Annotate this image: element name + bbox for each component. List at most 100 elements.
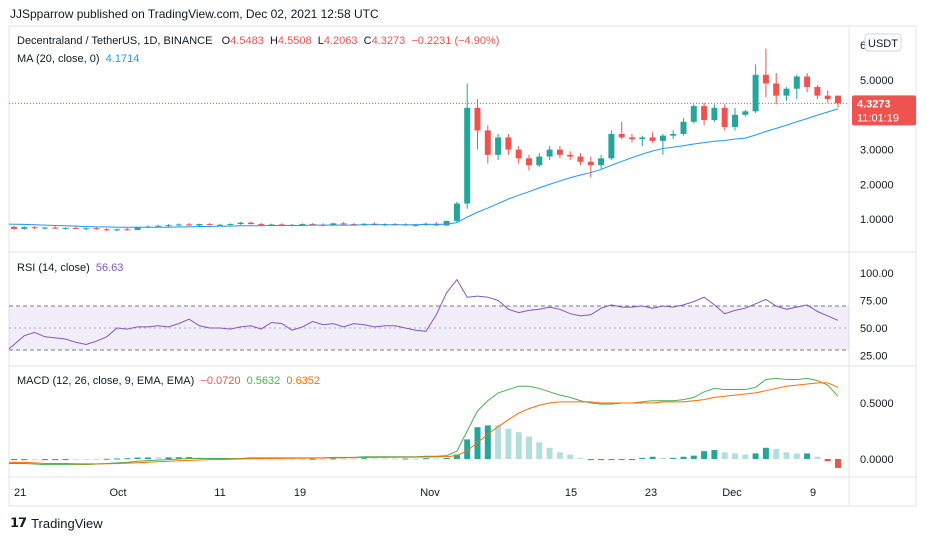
candle-body — [824, 95, 831, 100]
candle-body — [804, 76, 811, 87]
candle-body — [783, 88, 790, 96]
macd-histogram-bar — [762, 447, 769, 459]
macd-axis-ticks: 0.0000 0.5000 — [860, 398, 894, 466]
macd-histogram-bar — [526, 436, 532, 459]
publish-info: JJSpparrow published on TradingView.com,… — [10, 7, 379, 21]
macd-histogram-bar — [670, 457, 677, 459]
macd-legend[interactable]: MACD (12, 26, close, 9, EMA, EMA) −0.072… — [17, 375, 320, 387]
macd-histogram-bar — [783, 452, 790, 459]
candle-body — [227, 224, 234, 226]
candle-body — [690, 106, 697, 122]
bar-countdown: 11:01:19 — [857, 112, 899, 124]
macd-histogram-bar — [711, 450, 718, 459]
time-tick-label: 11 — [214, 487, 225, 499]
macd-histogram-bar — [793, 453, 800, 459]
macd-histogram-bar — [629, 459, 635, 460]
rsi-axis-ticks: 25.00 50.00 75.00 100.00 — [860, 268, 894, 363]
candle-body — [835, 95, 841, 104]
macd-histogram-bar — [804, 453, 811, 459]
price-legend[interactable]: Decentraland / TetherUS, 1D, BINANCE O4.… — [17, 35, 499, 47]
price-tick-label: 3.0000 — [860, 145, 894, 157]
candle-body — [598, 158, 605, 166]
macd-histogram-bar — [278, 458, 285, 460]
macd-histogram-bar — [484, 425, 491, 459]
macd-histogram-bar — [577, 457, 584, 459]
candle-body — [258, 224, 265, 226]
macd-histogram-bar — [175, 457, 182, 459]
candle-body — [299, 224, 306, 226]
candle-body — [62, 227, 69, 229]
macd-histogram-bar — [62, 459, 69, 461]
candle-body — [371, 223, 378, 225]
candle-body — [206, 224, 213, 226]
rsi-value: 56.63 — [95, 262, 124, 274]
candle-body — [608, 133, 615, 159]
macd-histogram-bar — [289, 458, 296, 460]
macd-histogram-bar — [320, 458, 326, 460]
time-tick-label: 15 — [565, 487, 577, 499]
candle-body — [83, 228, 90, 230]
macd-histogram-bar — [835, 459, 841, 468]
symbol-title[interactable]: Decentraland / TetherUS, 1D, BINANCE — [17, 35, 213, 47]
macd-histogram-bar — [423, 458, 429, 460]
macd-histogram-bar — [144, 457, 151, 459]
time-tick-label: 19 — [294, 487, 306, 499]
macd-tick-label: 0.0000 — [860, 454, 894, 466]
candle-body — [762, 74, 769, 84]
candle-body — [155, 225, 162, 227]
macd-histogram-bar — [83, 459, 90, 460]
macd-histogram-bar — [114, 458, 120, 460]
currency-button[interactable] — [864, 33, 902, 52]
macd-histogram-bar — [381, 458, 388, 460]
macd-histogram-bar — [752, 453, 759, 459]
candle-body — [278, 224, 285, 226]
rsi-legend[interactable]: RSI (14, close) 56.63 — [17, 262, 123, 274]
macd-histogram-bar — [433, 458, 440, 460]
macd-histogram-bar — [443, 457, 450, 459]
rsi-line — [8, 278, 839, 350]
macd-histogram-bar — [773, 448, 780, 459]
time-tick-label: 9 — [810, 487, 816, 499]
ma-legend[interactable]: MA (20, close, 0) 4.1714 — [17, 53, 139, 65]
candle-body — [247, 222, 254, 225]
candle-body — [793, 76, 800, 89]
last-price-tag: 4.3273 11:01:19 — [852, 95, 916, 126]
candle-body — [11, 226, 17, 229]
candle-body — [773, 83, 780, 96]
macd-histogram-bar — [546, 447, 553, 459]
low-value: 4.2063 — [323, 35, 358, 47]
candle-body — [464, 107, 471, 204]
candle-body — [814, 86, 821, 96]
price-tick-label: 2.0000 — [860, 179, 894, 191]
brand-name: TradingView — [31, 515, 103, 531]
open-label: O — [221, 35, 231, 47]
macd-histogram-bar — [690, 455, 697, 459]
macd-histogram-bar — [721, 452, 728, 459]
candle-body — [484, 130, 491, 155]
candle-body — [711, 107, 718, 121]
tradingview-brand[interactable]: 𝟭𝟳 TradingView — [10, 515, 103, 531]
candle-body — [412, 225, 419, 227]
macd-histogram-bar — [31, 459, 38, 461]
macd-histogram-bar — [103, 458, 110, 460]
macd-line — [9, 377, 839, 466]
rsi-tick-label: 75.00 — [860, 296, 888, 308]
macd-histogram-bar — [495, 425, 502, 459]
macd-histogram-bar — [134, 457, 141, 459]
macd-histogram-bar — [11, 459, 17, 461]
macd-histogram-bar — [453, 454, 460, 459]
candle-body — [268, 224, 275, 226]
open-value: 4.5483 — [230, 35, 264, 47]
macd-histogram-bar — [402, 458, 409, 460]
candle-body — [680, 121, 687, 134]
high-label: H — [269, 35, 278, 47]
macd-histogram-bar — [412, 458, 419, 460]
candle-body — [41, 227, 48, 229]
macd-histogram-bar — [464, 439, 471, 459]
macd-histogram-bar — [639, 457, 646, 459]
candle-body — [52, 227, 59, 229]
time-tick-label: 21 — [14, 487, 26, 499]
macd-histogram-bar — [124, 458, 131, 460]
